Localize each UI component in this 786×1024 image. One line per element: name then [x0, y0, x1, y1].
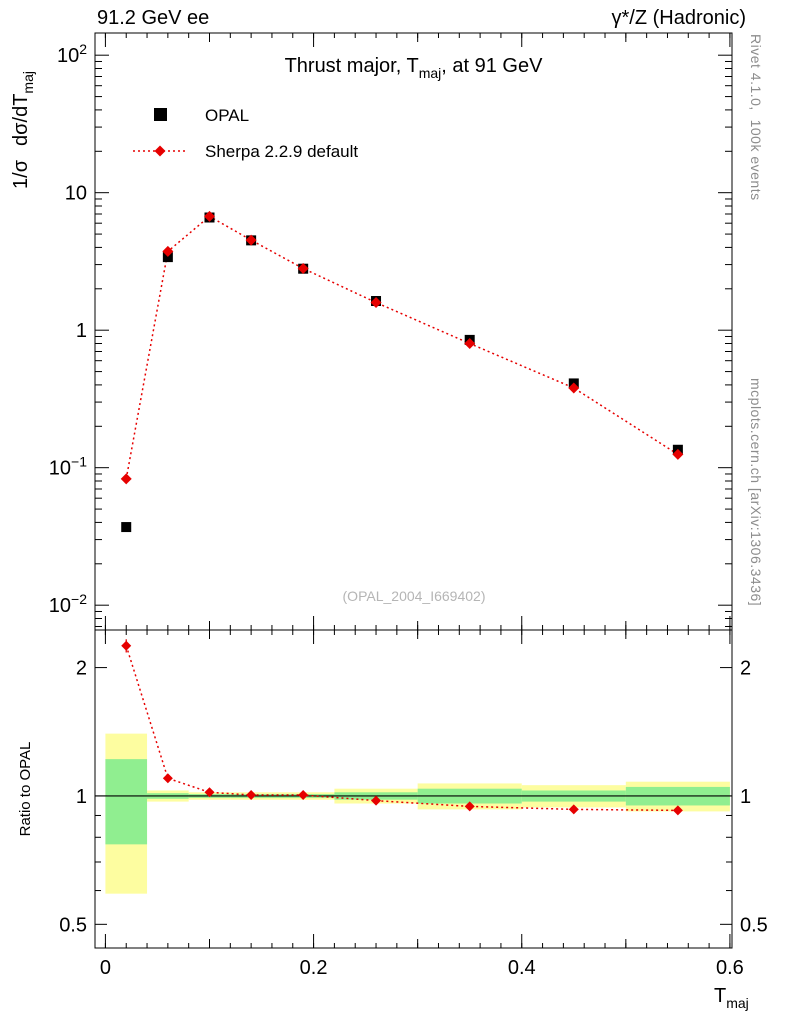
- ratio-point: [568, 804, 579, 815]
- plot-title: Thrust major, Tmaj, at 91 GeV: [285, 55, 544, 81]
- ratio-series: [121, 639, 683, 816]
- rivet-version-note: Rivet 4.1.0, 100k events: [748, 34, 764, 201]
- legend-marker-opal: [154, 108, 167, 121]
- y-tick-label: 102: [57, 41, 87, 67]
- ratio-uncertainty-bands: [105, 733, 730, 894]
- x-tick-label: 0.6: [716, 957, 744, 979]
- sherpa-point: [568, 382, 580, 394]
- ticks: [95, 33, 732, 948]
- ratio-point: [121, 640, 132, 651]
- ratio-point: [298, 790, 309, 801]
- chart-layers: 0 0.2 0.4 0.6 10−2 10−1 1 10 102 0.5 0.5 1 1 2 2 Thrust…: [10, 32, 768, 1011]
- axis-tick-labels: 0 0.2 0.4 0.6 10−2 10−1 1 10 102 0.5 0.5 1 1 2 2: [49, 41, 768, 979]
- process-label: γ*/Z (Hadronic): [612, 7, 746, 29]
- beam-energy-label: 91.2 GeV ee: [97, 7, 209, 29]
- opal-point: [121, 522, 132, 533]
- ratio-point: [246, 790, 257, 801]
- x-tick-label: 0.2: [300, 957, 328, 979]
- sherpa-point: [672, 448, 684, 460]
- main-y-axis-label: 1/σdσ/dTmaj: [10, 71, 36, 189]
- x-tick-label: 0: [100, 957, 111, 979]
- sherpa-point: [370, 296, 382, 308]
- ratio-frame: [94, 629, 733, 949]
- sherpa-line: [125, 215, 679, 479]
- green-band: [105, 759, 148, 845]
- x-tick-label: 0.4: [508, 957, 536, 979]
- legend-marker-sherpa: [154, 145, 166, 157]
- analysis-watermark: (OPAL_2004_I669402): [343, 588, 486, 604]
- sherpa-point: [120, 473, 132, 485]
- ratio-tick-label-left: 0.5: [59, 914, 87, 936]
- ratio-tick-label-right: 2: [740, 658, 751, 680]
- ratio-tick-label-right: 0.5: [740, 914, 768, 936]
- legend-label-sherpa: Sherpa 2.2.9 default: [205, 142, 358, 161]
- main-series: [120, 210, 684, 533]
- y-tick-label: 1: [76, 320, 87, 342]
- ratio-point: [371, 795, 382, 806]
- legend: OPAL Sherpa 2.2.9 default: [133, 106, 358, 161]
- ratio-point: [204, 787, 215, 798]
- sherpa-point: [297, 262, 309, 274]
- y-tick-label: 10: [65, 183, 87, 205]
- ratio-point: [672, 805, 683, 816]
- sherpa-point: [203, 210, 215, 222]
- legend-label-opal: OPAL: [205, 106, 249, 125]
- ratio-tick-label-left: 2: [76, 658, 87, 680]
- sherpa-point: [245, 234, 257, 246]
- opal-point: [162, 252, 173, 263]
- main-frame: [94, 32, 733, 631]
- ratio-tick-label-right: 1: [740, 786, 751, 808]
- mcplots-reference-note: mcplots.cern.ch [arXiv:1306.3436]: [748, 378, 764, 607]
- ratio-axis-label: Ratio to OPAL: [17, 742, 34, 837]
- x-axis-label: Tmaj: [714, 985, 749, 1011]
- sherpa-point: [162, 245, 174, 257]
- ratio-point: [162, 773, 173, 784]
- sherpa-point: [464, 338, 476, 350]
- ratio-point: [464, 801, 475, 812]
- ratio-tick-label-left: 1: [76, 786, 87, 808]
- y-tick-label: 10−1: [49, 454, 87, 480]
- y-tick-label: 10−2: [49, 591, 87, 617]
